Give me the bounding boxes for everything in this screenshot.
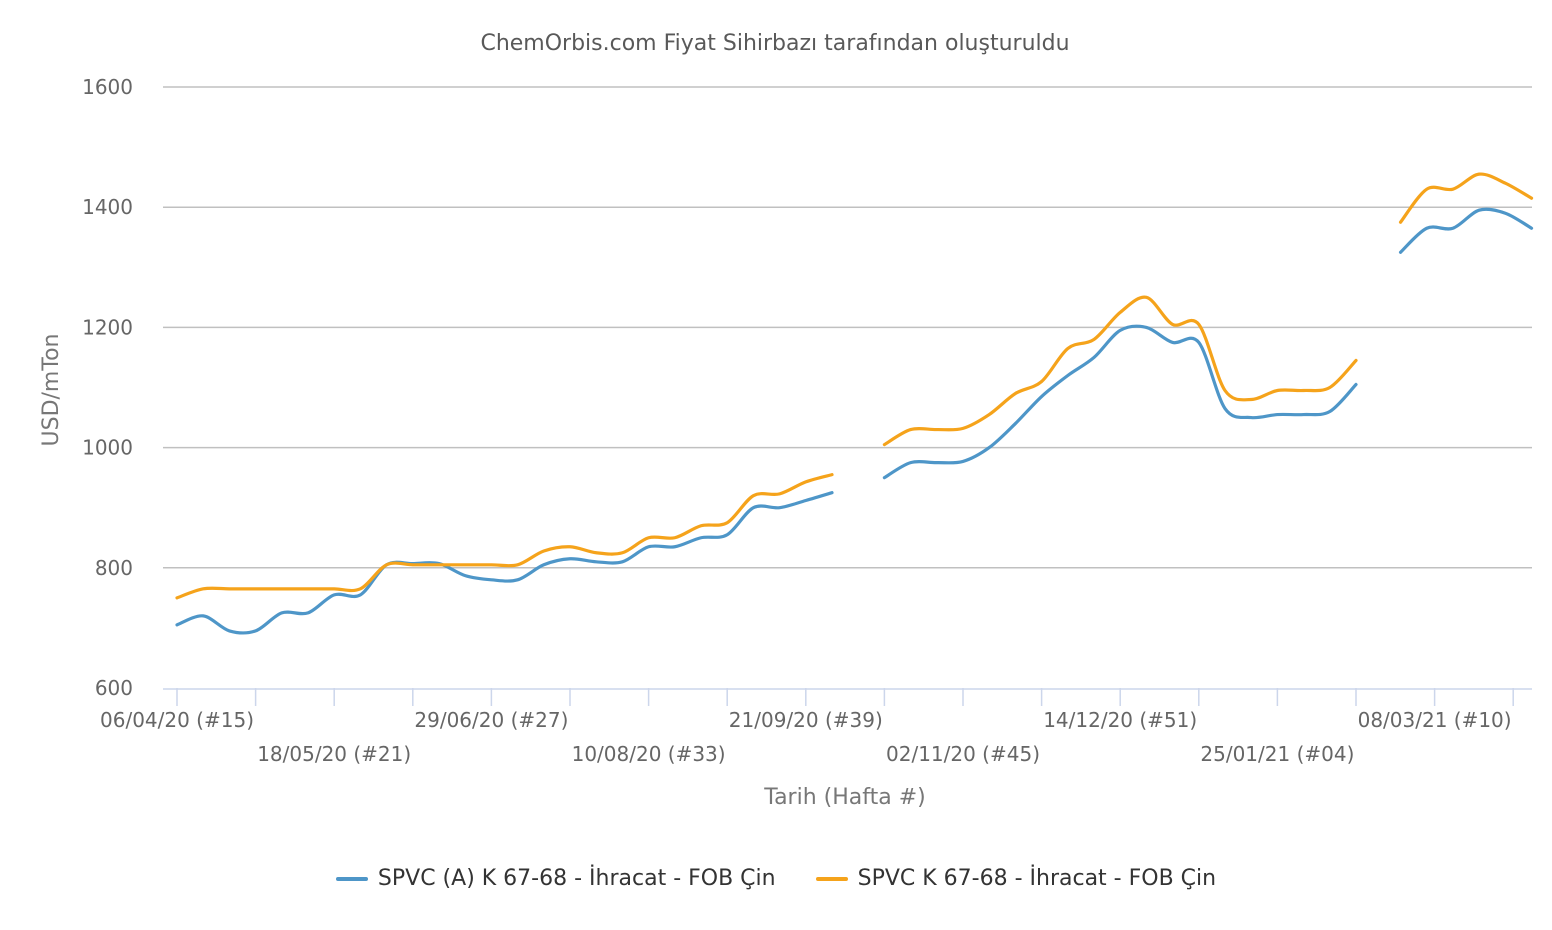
x-tick-label: 06/04/20 (#15) bbox=[100, 708, 254, 732]
x-tick-label: 21/09/20 (#39) bbox=[729, 708, 883, 732]
y-tick-label: 1400 bbox=[82, 195, 133, 219]
series-layer bbox=[175, 172, 1534, 635]
y-tick-label: 1200 bbox=[82, 315, 133, 339]
x-tick-label: 18/05/20 (#21) bbox=[257, 742, 411, 766]
y-axis-title: USD/mTon bbox=[39, 334, 64, 447]
x-axis: 06/04/20 (#15)18/05/20 (#21)29/06/20 (#2… bbox=[100, 688, 1532, 766]
legend-item-spvc-a[interactable]: SPVC (A) K 67-68 - İhracat - FOB Çin bbox=[335, 866, 776, 891]
y-tick-label: 600 bbox=[95, 676, 133, 700]
legend-label-spvc: SPVC K 67-68 - İhracat - FOB Çin bbox=[857, 866, 1217, 891]
x-tick-label: 29/06/20 (#27) bbox=[414, 708, 568, 732]
series-line-segment[interactable] bbox=[1398, 172, 1534, 224]
series-line-segment[interactable] bbox=[882, 324, 1358, 480]
y-tick-label: 1600 bbox=[82, 75, 133, 99]
chart-legend: SPVC (A) K 67-68 - İhracat - FOB Çin SPV… bbox=[0, 866, 1552, 891]
x-axis-title: Tarih (Hafta #) bbox=[763, 785, 925, 810]
series-line-segment[interactable] bbox=[1398, 207, 1534, 254]
x-tick-label: 10/08/20 (#33) bbox=[572, 742, 726, 766]
series-line-segment[interactable] bbox=[882, 295, 1358, 447]
y-axis: 600 800 1000 1200 1400 1600 bbox=[82, 75, 133, 700]
series-1 bbox=[175, 172, 1534, 600]
y-tick-label: 800 bbox=[95, 556, 133, 580]
legend-item-spvc[interactable]: SPVC K 67-68 - İhracat - FOB Çin bbox=[815, 866, 1217, 891]
y-tick-label: 1000 bbox=[82, 436, 133, 460]
series-line-segment[interactable] bbox=[175, 491, 834, 635]
x-tick-label: 14/12/20 (#51) bbox=[1043, 708, 1197, 732]
x-tick-label: 02/11/20 (#45) bbox=[886, 742, 1040, 766]
legend-swatch-spvc bbox=[815, 876, 848, 881]
series-line-segment[interactable] bbox=[175, 473, 834, 600]
x-tick-label: 08/03/21 (#10) bbox=[1358, 708, 1512, 732]
chart-title: ChemOrbis.com Fiyat Sihirbazı tarafından… bbox=[480, 31, 1069, 56]
grid-layer bbox=[163, 86, 1532, 569]
series-0 bbox=[175, 207, 1534, 635]
legend-swatch-spvc-a bbox=[335, 876, 368, 881]
x-tick-label: 25/01/21 (#04) bbox=[1200, 742, 1354, 766]
legend-label-spvc-a: SPVC (A) K 67-68 - İhracat - FOB Çin bbox=[377, 866, 776, 891]
